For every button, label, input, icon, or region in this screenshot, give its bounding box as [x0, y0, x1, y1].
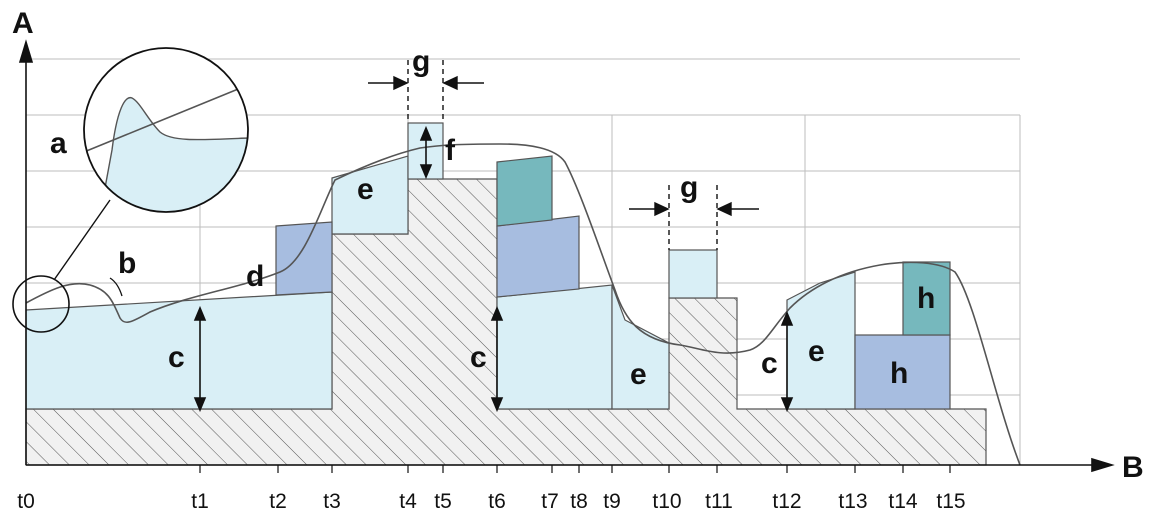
segment-d: [275, 221, 333, 296]
label-h-1: h: [890, 357, 908, 390]
label-g-2: g: [680, 171, 698, 204]
letter-labels: a b c c c d e e e f g g h h: [50, 45, 935, 391]
segment-h-1: [854, 334, 951, 410]
label-g-1: g: [412, 45, 430, 78]
label-a: a: [50, 127, 67, 160]
segment-e-1: [331, 155, 409, 235]
magnifier: [12, 47, 249, 333]
tick-label-t0: t0: [17, 490, 35, 513]
label-e-3: e: [808, 335, 825, 368]
tick-label-t3: t3: [323, 490, 341, 513]
label-e-2: e: [630, 358, 647, 391]
profile-curve: [25, 143, 1021, 466]
segment-teal: [496, 155, 553, 227]
tick-label-t13: t13: [838, 490, 867, 513]
segment-e-2: [611, 284, 670, 410]
tick-label-t4: t4: [399, 490, 417, 513]
tick-label-t8: t8: [570, 490, 588, 513]
segment-h-2: [902, 261, 951, 336]
tick-label-t7: t7: [541, 490, 559, 513]
tick-label-t10: t10: [652, 490, 681, 513]
width-markers: [368, 60, 759, 250]
b-leader: [109, 277, 123, 297]
height-arrows: [193, 125, 794, 413]
tick-label-t12: t12: [772, 490, 801, 513]
axes: [18, 39, 1115, 473]
tick-label-t15: t15: [936, 490, 965, 513]
tick-labels: t0 t1 t2 t3 t4 t5 t6 t7 t8 t9 t10 t11 t1…: [17, 490, 965, 513]
tick-label-t5: t5: [434, 490, 452, 513]
label-b: b: [118, 247, 136, 280]
x-axis-label: B: [1122, 451, 1144, 484]
y-axis-label: A: [12, 7, 34, 40]
tick-label-t1: t1: [191, 490, 209, 513]
tick-label-t9: t9: [603, 490, 621, 513]
tick-label-t6: t6: [488, 490, 506, 513]
label-d: d: [246, 260, 264, 293]
label-c-right: c: [761, 347, 778, 380]
label-c-left: c: [168, 341, 185, 374]
tick-label-t2: t2: [269, 490, 287, 513]
tick-label-t14: t14: [888, 490, 918, 513]
label-h-2: h: [917, 282, 935, 315]
tick-label-t11: t11: [705, 490, 733, 513]
label-e-1: e: [357, 173, 374, 206]
x-ticks: [199, 465, 951, 473]
segment-mid-blue: [496, 215, 580, 298]
label-f: f: [445, 134, 456, 167]
label-c-mid: c: [470, 341, 487, 374]
segment-g-2: [668, 249, 718, 299]
segment-c-mid: [496, 284, 613, 410]
